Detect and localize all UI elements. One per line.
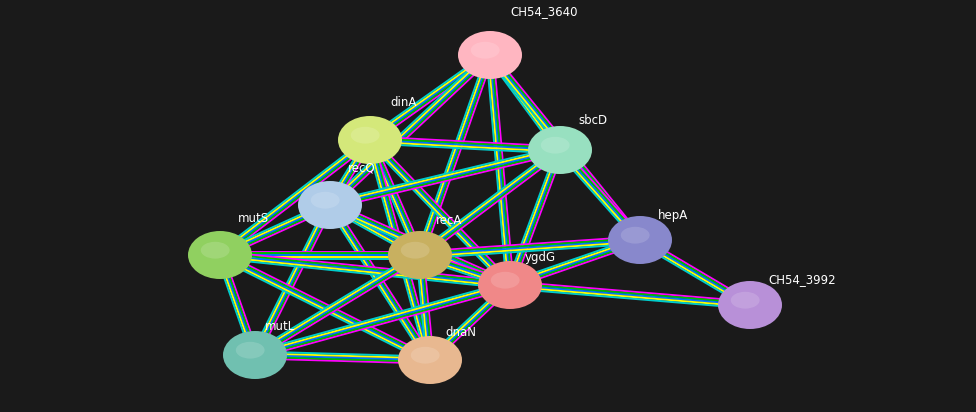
Text: ygdG: ygdG <box>525 251 556 265</box>
Text: CH54_3640: CH54_3640 <box>510 5 578 19</box>
Ellipse shape <box>541 137 570 154</box>
Text: hepA: hepA <box>658 208 688 222</box>
Ellipse shape <box>188 231 252 279</box>
Text: recQ: recQ <box>348 162 376 175</box>
Ellipse shape <box>223 331 287 379</box>
Ellipse shape <box>608 216 672 264</box>
Ellipse shape <box>236 342 264 358</box>
Ellipse shape <box>338 116 402 164</box>
Ellipse shape <box>401 242 429 259</box>
Text: mutL: mutL <box>265 319 296 332</box>
Text: mutS: mutS <box>238 211 269 225</box>
Text: dinA: dinA <box>390 96 417 108</box>
Text: CH54_3992: CH54_3992 <box>768 274 835 286</box>
Ellipse shape <box>718 281 782 329</box>
Ellipse shape <box>528 126 592 174</box>
Ellipse shape <box>478 261 542 309</box>
Ellipse shape <box>298 181 362 229</box>
Ellipse shape <box>621 227 650 243</box>
Ellipse shape <box>411 347 439 364</box>
Ellipse shape <box>731 292 759 309</box>
Ellipse shape <box>491 272 519 288</box>
Text: dnaN: dnaN <box>445 325 476 339</box>
Ellipse shape <box>201 242 229 259</box>
Text: sbcD: sbcD <box>578 113 607 126</box>
Ellipse shape <box>398 336 462 384</box>
Ellipse shape <box>310 192 340 208</box>
Ellipse shape <box>470 42 500 59</box>
Text: recA: recA <box>436 213 463 227</box>
Ellipse shape <box>458 31 522 79</box>
Ellipse shape <box>388 231 452 279</box>
Ellipse shape <box>350 127 380 144</box>
